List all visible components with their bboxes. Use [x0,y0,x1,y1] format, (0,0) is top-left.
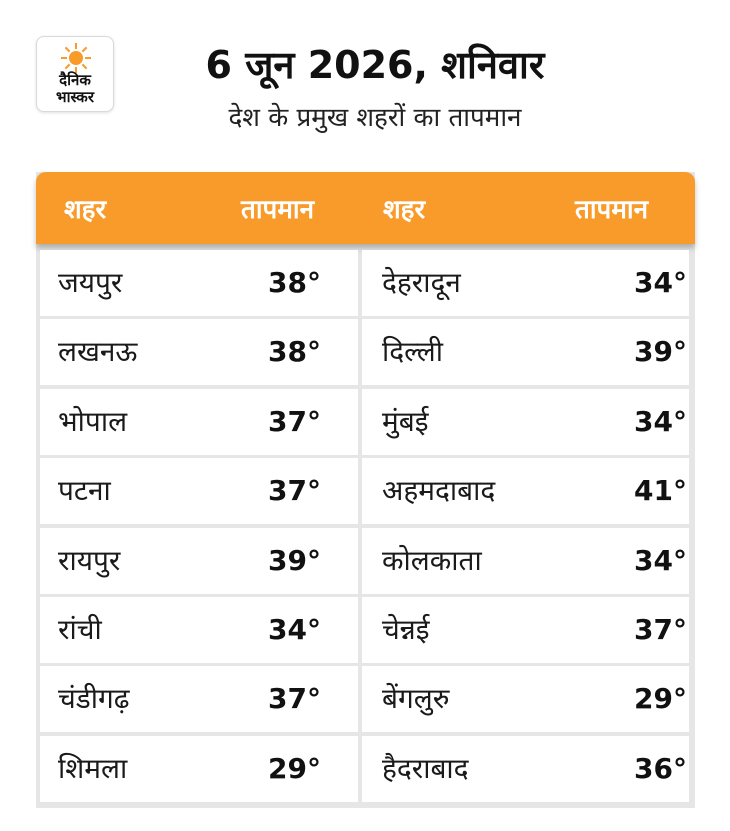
table-cell: रायपुर 39° [40,528,358,594]
city-name: भोपाल [58,405,128,438]
temperature-value: 39° [634,335,687,368]
table-cell: कोलकाता 34° [362,528,689,594]
temperature-value: 41° [634,474,687,507]
logo-text-line1: दैनिक [59,71,91,89]
temperature-value: 39° [268,544,321,577]
table-cell: मुंबई 34° [362,389,689,455]
table-header: शहर तापमान शहर तापमान [36,172,695,244]
temperature-value: 37° [268,682,321,715]
table-cell: भोपाल 37° [40,389,358,455]
column-header-temperature-1: तापमान [241,195,315,225]
city-name: जयपुर [58,266,123,299]
column-header-city-1: शहर [64,195,107,225]
temperature-value: 37° [634,613,687,646]
city-name: दिल्ली [382,335,443,368]
table-cell: दिल्ली 39° [362,319,689,385]
city-name: पटना [58,474,111,507]
city-name: लखनऊ [58,335,138,368]
brand-logo: दैनिक भास्कर [36,36,114,112]
city-name: मुंबई [382,405,429,438]
city-name: चंडीगढ़ [58,682,130,715]
table-cell: देहरादून 34° [362,250,689,316]
table-cell: लखनऊ 38° [40,319,358,385]
temperature-value: 37° [268,474,321,507]
column-header-temperature-2: तापमान [575,195,649,225]
temperature-value: 34° [634,266,687,299]
table-cell: जयपुर 38° [40,250,358,316]
temperature-value: 37° [268,405,321,438]
temperature-value: 29° [268,752,321,785]
table-cell: शिमला 29° [40,736,358,802]
table-cell: हैदराबाद 36° [362,736,689,802]
temperature-table: शहर तापमान शहर तापमान जयपुर 38° देहरादून 34… [36,172,695,808]
city-name: कोलकाता [382,544,482,577]
city-name: अहमदाबाद [382,474,496,507]
temperature-value: 36° [634,752,687,785]
city-name: बेंगलुरु [382,682,450,715]
city-name: हैदराबाद [382,752,469,785]
table-cell: पटना 37° [40,458,358,524]
temperature-value: 34° [634,544,687,577]
table-cell: चेन्नई 37° [362,597,689,663]
page-title: 6 जून 2026, शनिवार [205,43,545,87]
city-name: शिमला [58,752,128,785]
city-name: रायपुर [58,544,121,577]
temperature-value: 38° [268,266,321,299]
table-cell: अहमदाबाद 41° [362,458,689,524]
temperature-value: 34° [268,613,321,646]
table-cell: रांची 34° [40,597,358,663]
city-name: देहरादून [382,266,461,299]
temperature-value: 38° [268,335,321,368]
column-header-city-2: शहर [383,195,426,225]
temperature-value: 29° [634,682,687,715]
temperature-value: 34° [634,405,687,438]
sun-icon [61,43,91,73]
table-cell: बेंगलुरु 29° [362,666,689,732]
logo-text-line2: भास्कर [56,88,94,106]
city-name: रांची [58,613,102,646]
table-cell: चंडीगढ़ 37° [40,666,358,732]
page-subtitle: देश के प्रमुख शहरों का तापमान [228,103,522,133]
city-name: चेन्नई [382,613,430,646]
